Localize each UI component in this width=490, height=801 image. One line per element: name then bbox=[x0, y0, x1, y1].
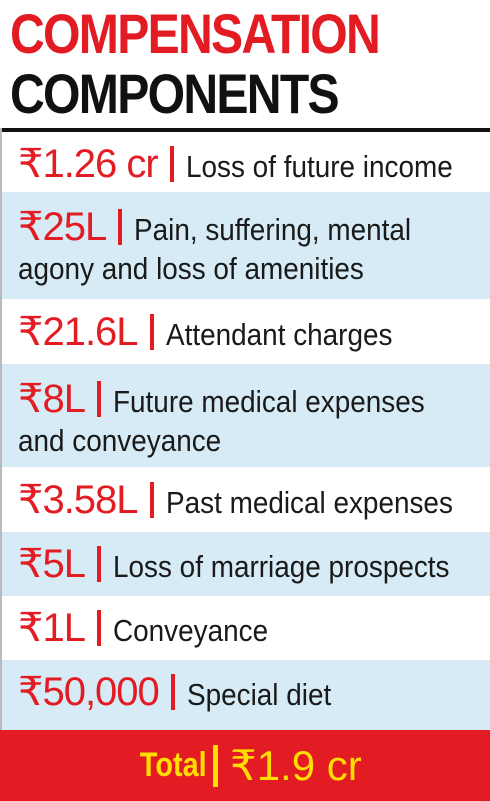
separator-bar bbox=[169, 146, 174, 182]
separator-bar bbox=[149, 482, 154, 518]
total-separator-bar bbox=[212, 744, 218, 787]
separator-bar bbox=[96, 610, 101, 646]
list-item: ₹3.58L Past medical expenses bbox=[2, 467, 490, 532]
list-item: ₹21.6L Attendant charges bbox=[2, 299, 490, 364]
list-item: ₹1L Conveyance bbox=[2, 596, 490, 660]
amount: ₹8L bbox=[18, 377, 86, 421]
total-amount: ₹1.9 cr bbox=[229, 741, 362, 789]
total-bar: Total ₹1.9 cr bbox=[0, 730, 490, 801]
separator-bar bbox=[149, 314, 154, 350]
separator-bar bbox=[96, 546, 101, 582]
components-list: ₹1.26 cr Loss of future income ₹25L Pain… bbox=[2, 132, 490, 730]
amount: ₹1L bbox=[18, 606, 86, 650]
amount: ₹3.58L bbox=[18, 478, 139, 522]
list-item: ₹25L Pain, suffering, mental agony and l… bbox=[2, 192, 490, 299]
separator-bar bbox=[96, 381, 101, 417]
amount: ₹1.26 cr bbox=[18, 142, 159, 186]
description-line-2: and conveyance bbox=[18, 423, 222, 458]
total-label: Total bbox=[140, 746, 207, 784]
separator-bar bbox=[170, 674, 175, 710]
list-item: ₹5L Loss of marriage prospects bbox=[2, 532, 490, 596]
description: Future medical expenses bbox=[112, 384, 425, 419]
title-line-2: COMPONENTS bbox=[10, 62, 340, 125]
description: Past medical expenses bbox=[165, 485, 453, 520]
list-item: ₹8L Future medical expenses and conveyan… bbox=[2, 364, 490, 467]
amount: ₹5L bbox=[18, 542, 86, 586]
description: Attendant charges bbox=[165, 317, 393, 352]
description: Loss of marriage prospects bbox=[112, 549, 450, 584]
description: Special diet bbox=[186, 677, 332, 712]
separator-bar bbox=[118, 209, 123, 245]
list-item: ₹1.26 cr Loss of future income bbox=[2, 132, 490, 192]
left-frame-line bbox=[0, 128, 2, 801]
amount: ₹21.6L bbox=[18, 310, 139, 354]
description: Conveyance bbox=[112, 613, 269, 648]
description: Loss of future income bbox=[185, 149, 453, 184]
list-item: ₹50,000 Special diet bbox=[2, 660, 490, 730]
header-divider bbox=[0, 128, 490, 132]
title-line-1: COMPENSATION bbox=[10, 2, 381, 65]
description: Pain, suffering, mental bbox=[134, 212, 412, 247]
amount: ₹50,000 bbox=[18, 670, 160, 714]
amount: ₹25L bbox=[18, 205, 107, 249]
description-line-2: agony and loss of amenities bbox=[18, 251, 364, 286]
